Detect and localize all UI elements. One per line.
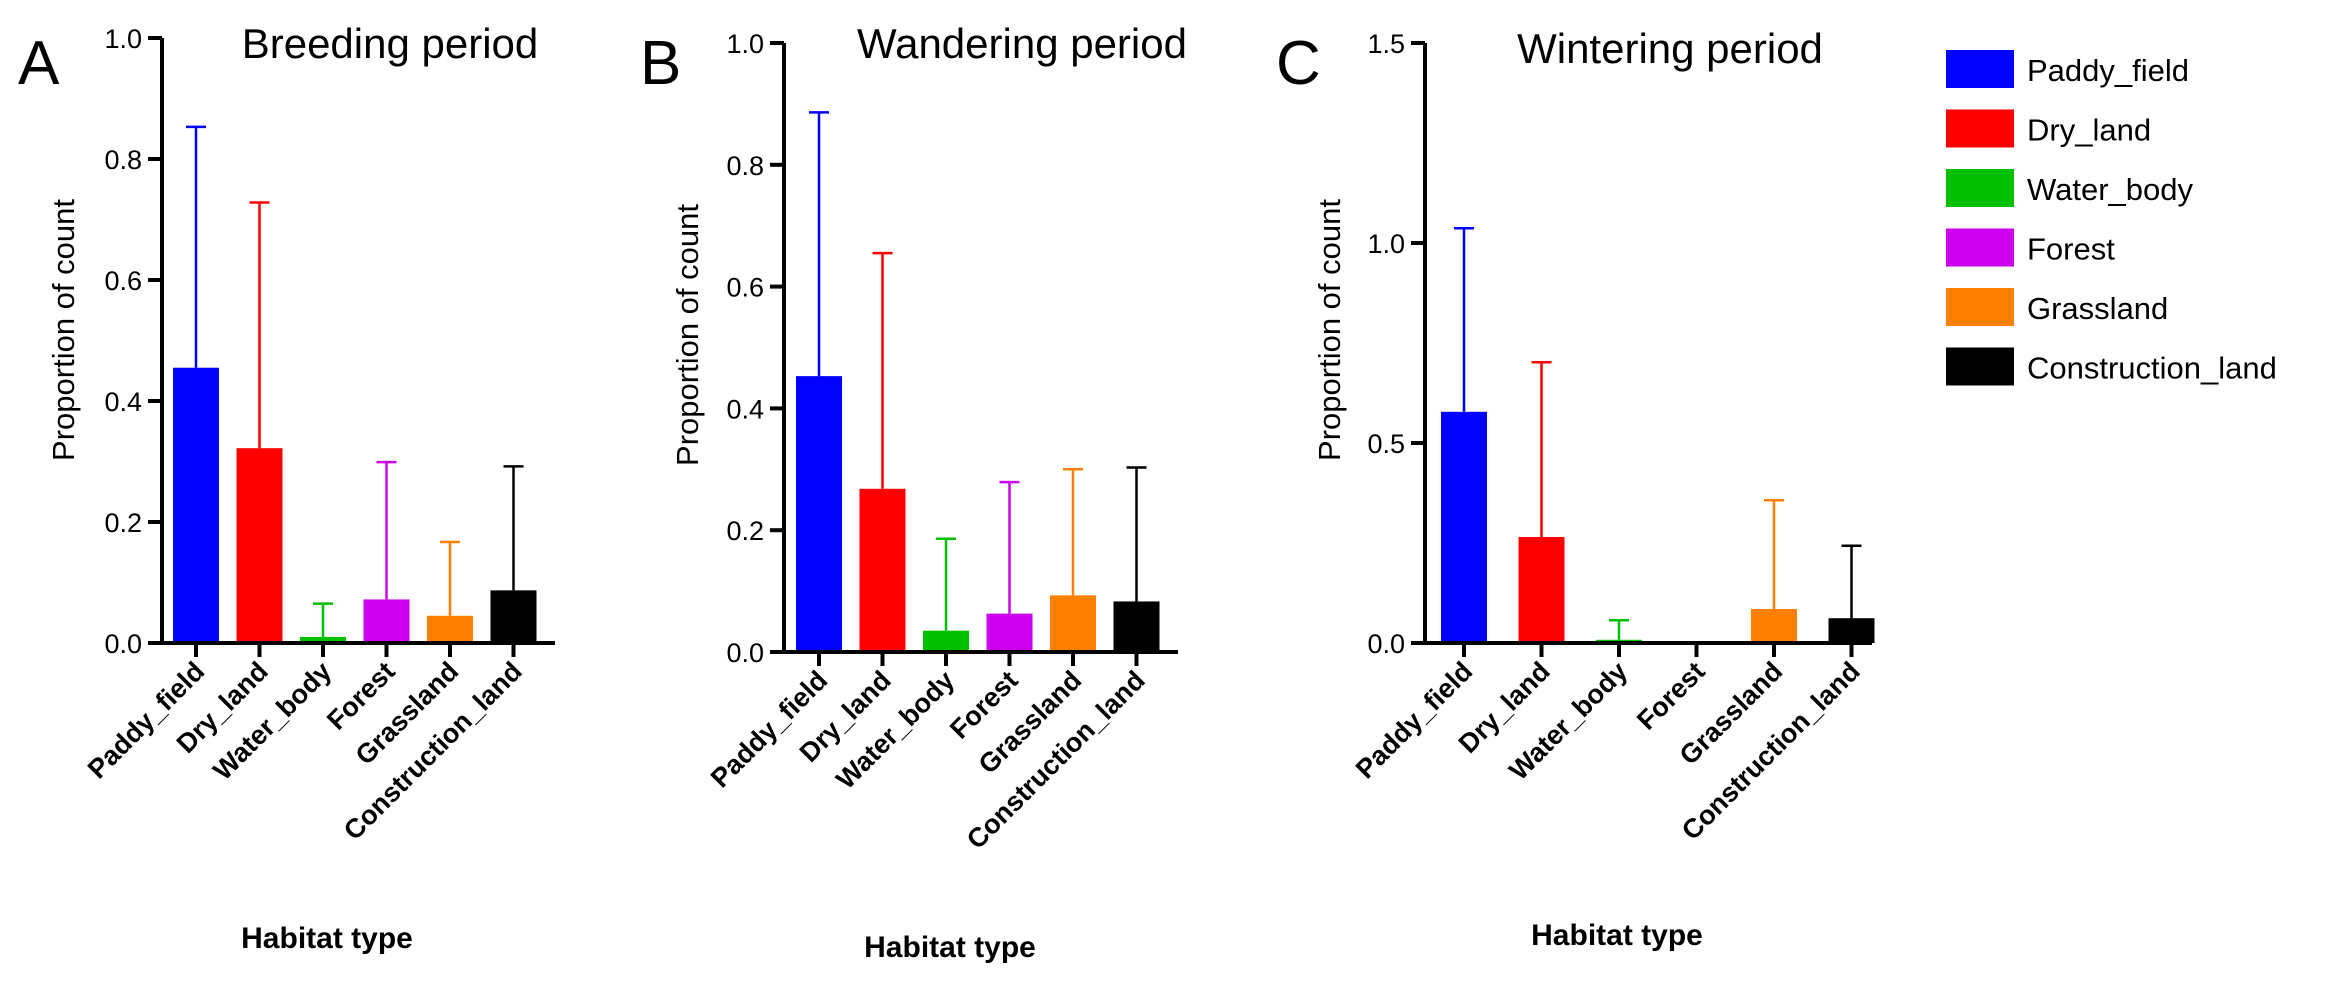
y-axis-label-a: Proportion of count xyxy=(46,199,81,461)
bar-a-water-body xyxy=(300,636,346,643)
y-tick-label-b: 0.8 xyxy=(726,151,764,181)
legend-swatch-dry-land xyxy=(1946,109,2014,148)
x-axis-label-b: Habitat type xyxy=(864,931,1036,964)
legend-swatch-construction-land xyxy=(1946,347,2014,386)
y-tick-label-a: 0.2 xyxy=(104,508,142,538)
y-tick-label-b: 1.0 xyxy=(726,29,764,59)
panel-letter-a: A xyxy=(18,29,60,98)
legend-label-grassland: Grassland xyxy=(2027,291,2168,326)
bar-c-dry-land xyxy=(1518,537,1565,643)
legend-label-forest: Forest xyxy=(2027,232,2115,267)
bar-b-dry-land xyxy=(859,488,906,652)
panel-b: B Wandering period Proportion of count H… xyxy=(640,20,1187,964)
legend-label-construction-land: Construction_land xyxy=(2027,351,2277,386)
panel-c: C Wintering period Proportion of count H… xyxy=(1276,25,1875,952)
y-tick-label-a: 0.0 xyxy=(104,629,142,659)
y-tick-label-a: 0.6 xyxy=(104,266,142,296)
panel-letter-b: B xyxy=(640,29,681,98)
x-axis-label-a: Habitat type xyxy=(241,922,413,955)
panel-letter-c: C xyxy=(1276,29,1321,98)
bar-c-grassland xyxy=(1751,609,1797,643)
legend-label-dry-land: Dry_land xyxy=(2027,113,2151,148)
y-tick-label-a: 0.8 xyxy=(104,145,142,175)
y-tick-label-a: 1.0 xyxy=(104,24,142,54)
y-tick-label-b: 0.2 xyxy=(726,516,764,546)
bar-b-paddy-field xyxy=(796,376,842,652)
y-tick-label-c: 1.0 xyxy=(1367,229,1405,259)
panel-title-b: Wandering period xyxy=(857,20,1187,67)
legend-swatch-water-body xyxy=(1946,169,2014,207)
bar-c-paddy-field xyxy=(1441,411,1487,643)
panel-a: A Breeding period Proportion of count Ha… xyxy=(18,20,555,955)
y-axis-label-c: Proportion of count xyxy=(1312,199,1347,461)
bar-b-construction-land xyxy=(1113,601,1160,652)
bar-b-forest xyxy=(986,613,1033,652)
bar-a-paddy-field xyxy=(173,367,219,643)
y-tick-label-b: 0.6 xyxy=(726,273,764,303)
panel-title-a: Breeding period xyxy=(242,20,539,67)
bar-a-construction-land xyxy=(490,590,537,643)
legend-label-paddy-field: Paddy_field xyxy=(2027,53,2189,88)
bar-a-dry-land xyxy=(236,448,283,643)
y-tick-label-c: 0.5 xyxy=(1367,429,1405,459)
bar-c-construction-land xyxy=(1828,618,1875,643)
y-tick-label-c: 1.5 xyxy=(1367,29,1405,59)
bar-a-grassland xyxy=(427,615,473,643)
legend-label-water-body: Water_body xyxy=(2027,172,2193,207)
y-tick-label-a: 0.4 xyxy=(104,387,142,417)
bar-b-grassland xyxy=(1050,595,1096,652)
bar-b-water-body xyxy=(923,630,969,652)
x-tick-label-c-paddy-field: Paddy_field xyxy=(1350,656,1478,784)
panel-title-c: Wintering period xyxy=(1517,25,1823,72)
legend-swatch-grassland xyxy=(1946,288,2014,326)
y-tick-label-b: 0.0 xyxy=(726,638,764,668)
legend-swatch-forest xyxy=(1946,228,2014,267)
bar-a-forest xyxy=(363,599,410,643)
x-axis-label-c: Habitat type xyxy=(1531,919,1703,952)
y-tick-label-b: 0.4 xyxy=(726,394,764,424)
legend-swatch-paddy-field xyxy=(1946,50,2014,88)
y-tick-label-c: 0.0 xyxy=(1367,629,1405,659)
y-axis-label-b: Proportion of count xyxy=(670,204,705,466)
legend: Paddy_field Dry_land Water_body Forest Grass… xyxy=(1946,50,2277,386)
